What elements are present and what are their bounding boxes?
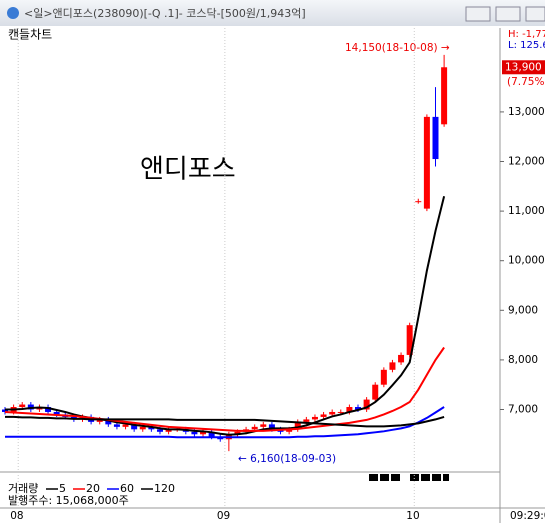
candle-body <box>122 424 129 427</box>
close-button[interactable] <box>525 6 545 22</box>
shares-info: 발행주수: 15,068,000주 <box>8 494 129 507</box>
candle-body <box>346 407 353 412</box>
candle-body <box>423 116 430 209</box>
volume-boxes <box>369 474 449 481</box>
y-tick-label: 9,000 <box>508 304 538 316</box>
candle-body <box>139 426 146 430</box>
y-tick-label: 12,000 <box>508 156 545 168</box>
last-price-label: 13,900 <box>505 61 542 73</box>
candle-body <box>311 416 318 420</box>
candle-body <box>53 411 60 415</box>
candle-body <box>268 424 275 430</box>
candle-body <box>260 424 267 427</box>
candle-body <box>200 431 207 435</box>
stock-name: 앤디포스 <box>140 155 236 185</box>
legend-label: 60 <box>120 482 134 495</box>
candle-body <box>432 116 439 160</box>
candle-body <box>363 399 370 410</box>
candle-body <box>398 354 405 363</box>
y-tick-label: 13,000 <box>508 106 545 118</box>
candle-body <box>294 421 301 430</box>
y-tick-label: 7,000 <box>508 403 538 415</box>
candle-body <box>329 411 336 415</box>
low-annotation: ← 6,160(18-09-03) <box>238 453 336 465</box>
moving-average-line <box>4 346 445 432</box>
candle-body <box>441 67 448 125</box>
y-tick-label: 10,000 <box>508 255 545 267</box>
window-title: <일>앤디포스(238090)[-Q .1]- 코스닥-[500원/1,943억… <box>24 6 306 20</box>
candle-body <box>389 362 396 370</box>
candle-body <box>148 426 155 430</box>
time-label: 09:29:0 <box>510 510 545 522</box>
candle-body <box>113 424 120 427</box>
candle-body <box>96 419 103 422</box>
legend-label: 5 <box>59 482 66 495</box>
candle-body <box>406 325 413 355</box>
candle-body <box>208 431 215 437</box>
title-bar <box>0 0 545 26</box>
legend-label: 120 <box>154 482 175 495</box>
change-rate: (7.75%) <box>507 76 545 88</box>
moving-average-line <box>5 415 445 428</box>
low-info: L: 125.6 <box>508 40 545 51</box>
app-icon <box>7 7 19 19</box>
legend-label: 20 <box>86 482 100 495</box>
y-tick-label: 8,000 <box>508 354 538 366</box>
volume-label: 거래량 <box>8 482 38 495</box>
candle-body <box>234 431 241 435</box>
candle-body <box>45 407 52 412</box>
candle-body <box>19 404 26 408</box>
x-tick-label: 10 <box>406 510 419 522</box>
x-tick-label: 09 <box>217 510 230 522</box>
candle-body <box>165 429 172 432</box>
high-info: H: -1,77 <box>508 29 545 40</box>
candle-body <box>415 201 422 203</box>
candle-body <box>191 431 198 435</box>
y-tick-label: 11,000 <box>508 205 545 217</box>
high-annotation: 14,150(18-10-08) → <box>345 42 450 54</box>
chart-label: 캔들차트 <box>8 28 52 42</box>
candle-body <box>251 426 258 430</box>
candle-body <box>105 419 112 425</box>
candle-body <box>286 429 293 432</box>
candle-body <box>2 409 8 412</box>
candle-body <box>355 407 362 410</box>
candle-body <box>131 424 138 430</box>
candle-body <box>372 384 379 400</box>
candle-body <box>380 369 387 385</box>
last-price-tag <box>502 60 545 75</box>
candle-body <box>156 429 163 432</box>
candle-body <box>337 411 344 413</box>
minimize-button[interactable] <box>465 6 491 22</box>
candle-body <box>303 419 310 422</box>
moving-average-line <box>5 406 445 439</box>
candle-body <box>320 414 327 417</box>
maximize-button[interactable] <box>495 6 521 22</box>
x-tick-label: 08 <box>10 510 23 522</box>
